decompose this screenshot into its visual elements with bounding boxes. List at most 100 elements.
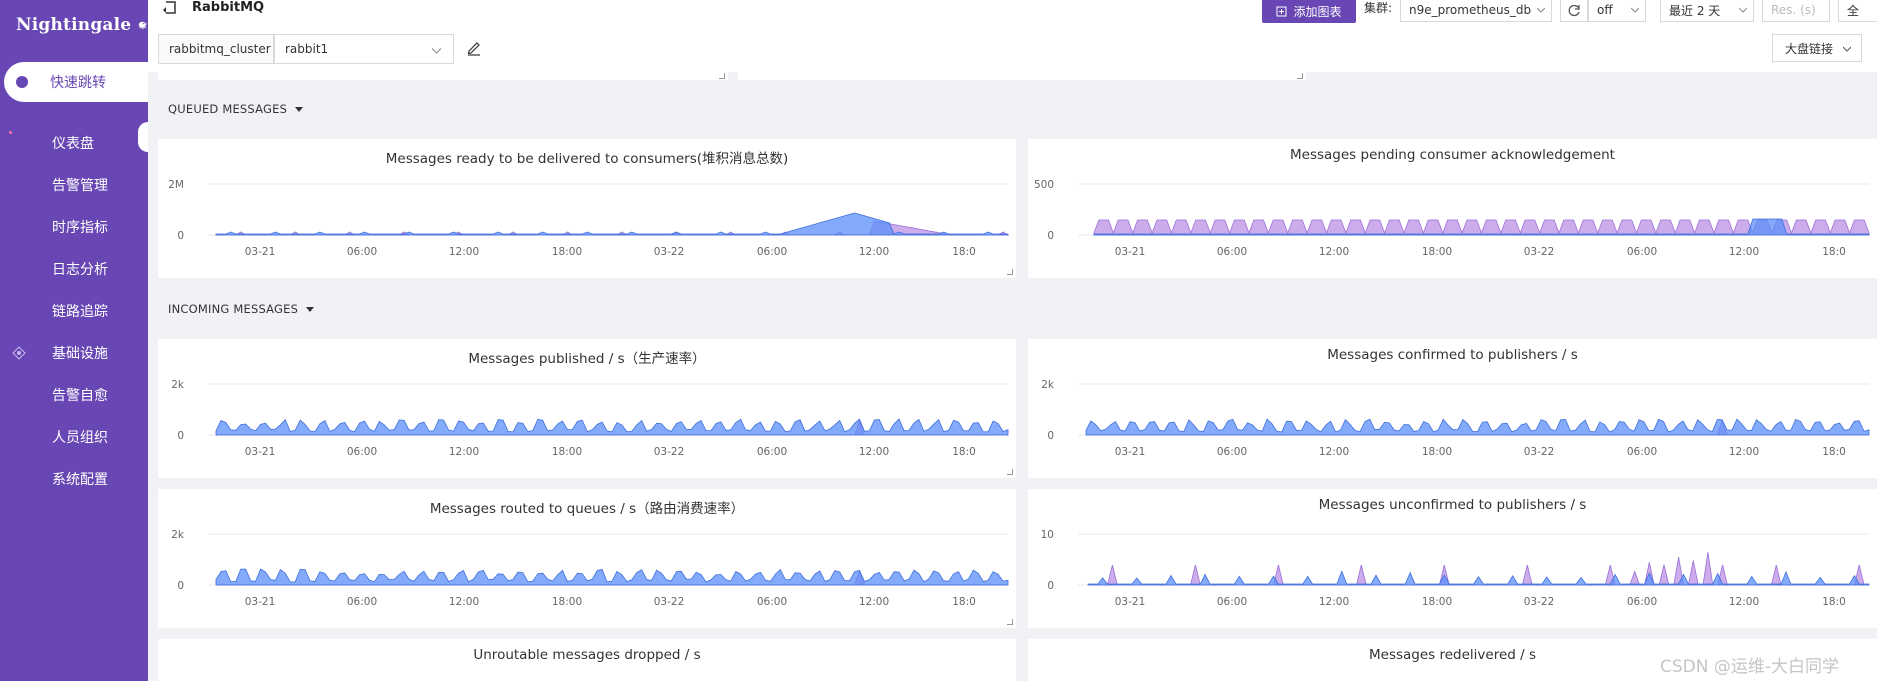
watermark: CSDN @运维-大白同学 (1660, 657, 1840, 677)
search-icon (16, 76, 28, 88)
x-tick-label: 03-22 (1524, 446, 1555, 458)
edit-icon[interactable] (466, 40, 482, 56)
chart-panel[interactable]: Messages routed to queues / s（路由消费速率） 2k… (158, 489, 1016, 628)
chart-panel[interactable]: Messages published / s（生产速率） 2k 0 03-21 06:… (158, 339, 1016, 478)
chart-panel[interactable]: Messages ready to be delivered to consum… (158, 139, 1016, 278)
resize-handle[interactable] (1007, 469, 1013, 475)
x-tick-label: 03-21 (1115, 596, 1146, 608)
y-tick-label: 2k (171, 379, 185, 391)
x-tick-label: 18:00 (552, 246, 582, 258)
chevron-down-icon (432, 48, 441, 54)
y-tick-label: 0 (177, 430, 184, 442)
sidebar-item-tracing[interactable]: 链路追踪 (0, 290, 148, 332)
resolution-input[interactable]: Res. (s) (1762, 0, 1830, 22)
x-tick-label: 03-21 (245, 446, 276, 458)
x-tick-label: 03-21 (245, 596, 276, 608)
x-tick-label: 03-22 (654, 246, 685, 258)
sidebar-item-label: 日志分析 (52, 262, 108, 278)
dashboard-links-select[interactable]: 大盘链接 (1772, 34, 1862, 62)
y-tick-label: 0 (1047, 430, 1054, 442)
auto-refresh-select[interactable]: off (1588, 0, 1646, 22)
dashboard-header: RabbitMQ 添加图表 集群: n9e_prometheus_db off … (148, 0, 1877, 72)
resize-handle[interactable] (1297, 73, 1303, 79)
chevron-down-icon (1739, 7, 1747, 13)
active-notch (138, 122, 148, 152)
chevron-down-icon (1843, 46, 1851, 52)
back-icon[interactable] (162, 1, 178, 15)
quick-jump-label: 快速跳转 (50, 75, 106, 91)
refresh-button[interactable] (1560, 0, 1588, 22)
x-tick-label: 03-22 (1524, 596, 1555, 608)
row-header-incoming[interactable]: INCOMING MESSAGES (168, 302, 315, 316)
logo[interactable]: Nightingale (0, 0, 148, 50)
series-area (215, 212, 1009, 236)
series-area (1087, 570, 1870, 586)
chart-panel[interactable]: Messages confirmed to publishers / s 2k 0… (1028, 339, 1877, 478)
add-chart-label: 添加图表 (1293, 5, 1342, 19)
x-tick-label: 12:00 (1729, 246, 1759, 258)
cluster-select-value: n9e_prometheus_db (1409, 3, 1532, 17)
cluster-select[interactable]: n9e_prometheus_db (1400, 0, 1552, 22)
x-tick-label: 06:00 (347, 596, 377, 608)
panel-title: Messages unconfirmed to publishers / s (1318, 497, 1587, 513)
sidebar-item-label: 告警自愈 (52, 388, 108, 404)
row-header-queued[interactable]: QUEUED MESSAGES (168, 102, 304, 116)
chart-panel[interactable]: Unroutable messages dropped / s (158, 639, 1016, 681)
x-tick-label: 06:00 (757, 246, 787, 258)
x-tick-label: 12:00 (859, 596, 889, 608)
sidebar-item-logs[interactable]: 日志分析 (0, 248, 148, 290)
sidebar-item-selfheal[interactable]: 告警自愈 (0, 374, 148, 416)
series-area (1085, 418, 1870, 436)
refresh-icon (1568, 4, 1580, 16)
chart-panel[interactable]: Messages redelivered / s (1028, 639, 1877, 681)
resize-handle[interactable] (1007, 269, 1013, 275)
variable-select-value: rabbit1 (285, 42, 329, 56)
x-tick-label: 12:00 (1729, 446, 1759, 458)
logo-text: Nightingale (16, 15, 132, 35)
resolution-placeholder: Res. (s) (1771, 3, 1816, 17)
resize-handle[interactable] (1007, 619, 1013, 625)
sidebar-item-alerts[interactable]: 告警管理 (0, 164, 148, 206)
sidebar-item-metrics[interactable]: 时序指标 (0, 206, 148, 248)
sidebar: Nightingale 快速跳转 仪表盘 告警管理 时序指标 日志分析 链路追踪… (0, 0, 148, 681)
chart-panel[interactable]: Messages pending consumer acknowledgemen… (1028, 139, 1877, 278)
panel-title: Messages pending consumer acknowledgemen… (1290, 147, 1615, 163)
x-tick-label: 06:00 (1627, 446, 1657, 458)
variable-select[interactable]: rabbit1 (274, 34, 454, 64)
resize-handle[interactable] (719, 73, 725, 79)
chart-plot: 10 0 03-21 06:00 12:00 18:00 03-22 06:00 12:00 18… (1041, 529, 1870, 608)
quick-jump-button[interactable]: 快速跳转 (4, 62, 148, 102)
panel-stub (158, 72, 728, 80)
sidebar-item-infra[interactable]: 基础设施 (0, 332, 148, 374)
series-area (215, 418, 1009, 436)
x-tick-label: 12:00 (449, 246, 479, 258)
sidebar-item-users[interactable]: 人员组织 (0, 416, 148, 458)
sidebar-item-label: 系统配置 (52, 472, 108, 488)
x-tick-label: 18:0 (952, 596, 976, 608)
chart-plot: 2M 0 03-21 06:00 12:00 18:00 03-22 06:00 12:00 18… (168, 179, 1010, 258)
row-title: INCOMING MESSAGES (168, 302, 299, 316)
panel-title: Messages ready to be delivered to consum… (385, 151, 789, 167)
sidebar-item-label: 链路追踪 (52, 304, 108, 320)
x-tick-label: 12:00 (1319, 246, 1349, 258)
sidebar-item-dashboard[interactable]: 仪表盘 (0, 122, 148, 164)
x-tick-label: 18:0 (952, 246, 976, 258)
y-tick-label: 2M (168, 179, 184, 191)
add-chart-button[interactable]: 添加图表 (1262, 0, 1356, 23)
panel-title: Messages routed to queues / s（路由消费速率） (429, 501, 745, 517)
sidebar-item-settings[interactable]: 系统配置 (0, 458, 148, 500)
y-tick-label: 2k (1041, 379, 1055, 391)
variable-name: rabbitmq_cluster (158, 34, 274, 64)
time-range-select[interactable]: 最近 2 天 (1660, 0, 1754, 22)
x-tick-label: 18:00 (1422, 596, 1452, 608)
y-tick-label: 0 (1047, 580, 1054, 592)
chart-panel[interactable]: Messages unconfirmed to publishers / s 1… (1028, 489, 1877, 628)
panel-title: Messages confirmed to publishers / s (1327, 347, 1578, 363)
fullscreen-button[interactable]: 全 (1838, 0, 1877, 22)
x-tick-label: 03-21 (245, 246, 276, 258)
x-tick-label: 18:00 (552, 596, 582, 608)
caret-down-icon (306, 306, 315, 312)
panel-title: Messages redelivered / s (1368, 647, 1537, 663)
x-tick-label: 18:0 (1822, 246, 1846, 258)
fullscreen-label: 全 (1847, 3, 1860, 18)
